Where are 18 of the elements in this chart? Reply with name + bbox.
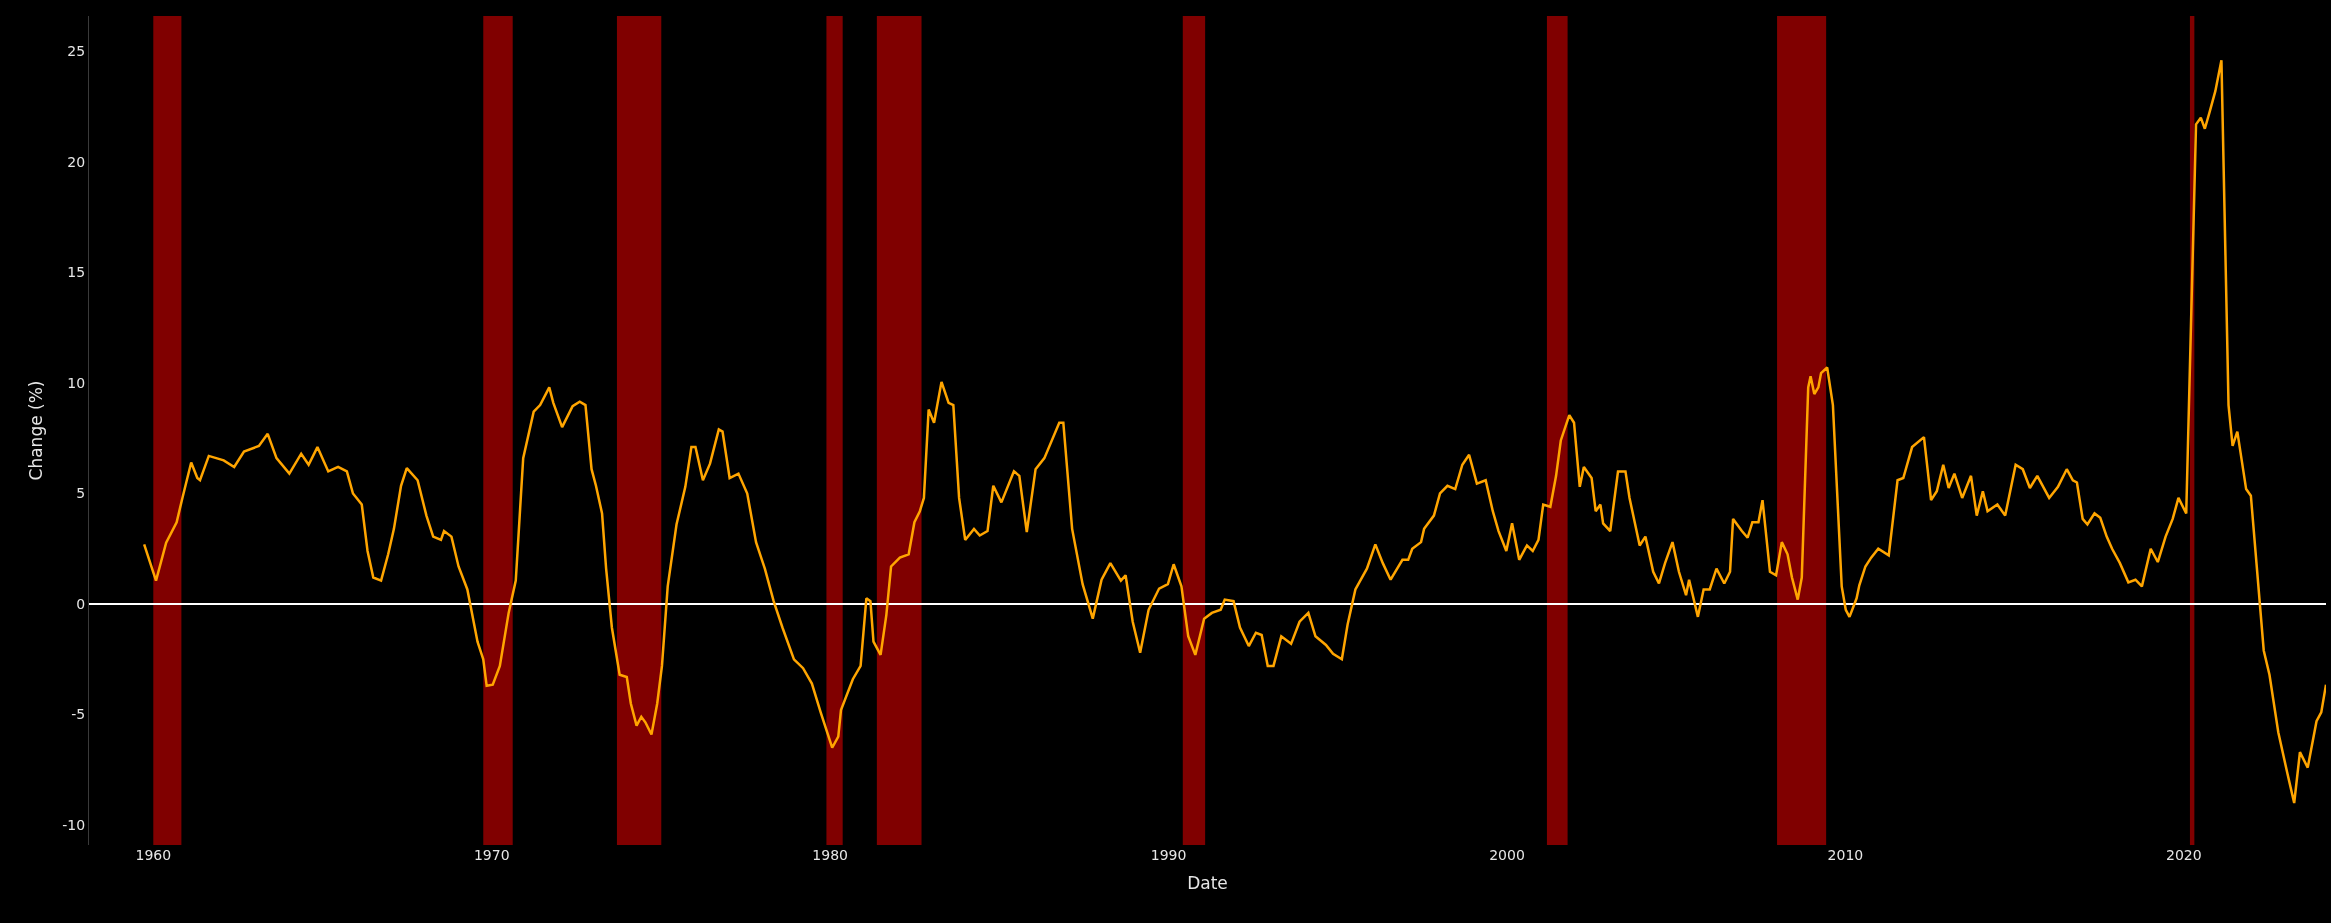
y-tick-label: -10 (62, 817, 86, 833)
y-tick-label: 25 (67, 43, 86, 60)
x-tick-label: 2000 (1489, 847, 1525, 863)
y-axis-title: Change (%) (25, 380, 46, 481)
x-tick-label: 1970 (473, 847, 510, 863)
y-tick-label: 20 (67, 153, 86, 170)
y-tick-label: 0 (76, 595, 86, 612)
line-series (142, 58, 2326, 805)
x-tick-label: 1990 (1150, 847, 1187, 863)
y-tick-label: 15 (67, 264, 86, 281)
y-tick-label: 5 (76, 485, 86, 502)
x-tick-label: 1980 (812, 847, 848, 863)
x-tick-label: 2010 (1827, 847, 1864, 863)
x-tick-label: 2020 (2166, 847, 2202, 863)
y-tick-label: -5 (71, 706, 86, 723)
y-tick-label: 10 (67, 374, 86, 391)
x-axis-title: Date (1187, 873, 1228, 894)
x-tick-label: 1960 (135, 847, 172, 863)
